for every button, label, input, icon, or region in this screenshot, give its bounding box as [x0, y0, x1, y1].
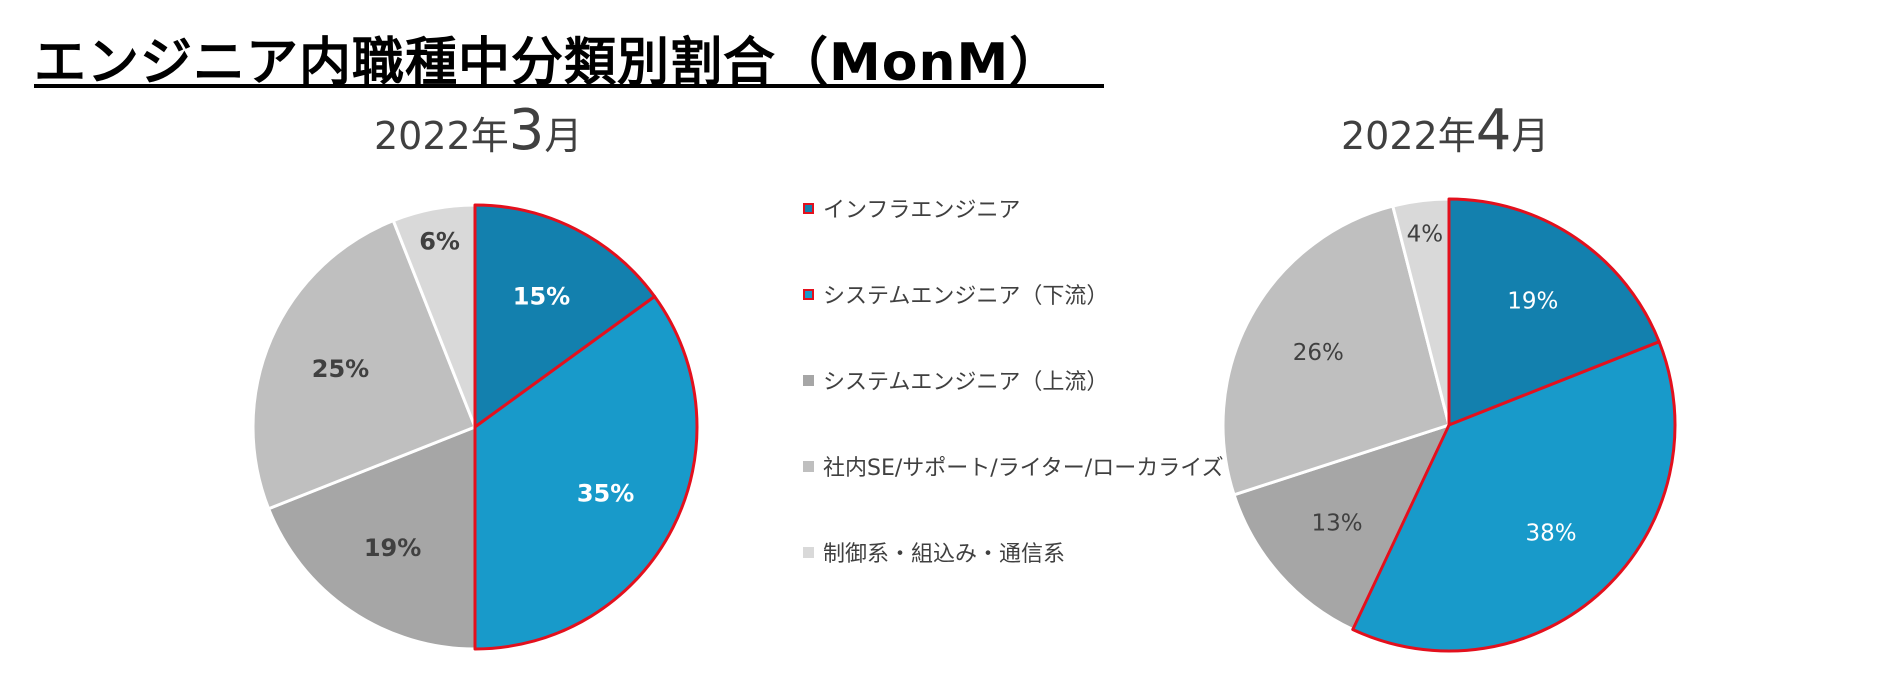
- pie-value-label: 25%: [312, 355, 369, 383]
- legend-item: システムエンジニア（下流）: [803, 251, 1224, 337]
- legend-label: 社内SE/サポート/ライター/ローカライズ: [823, 456, 1224, 481]
- legend-item: システムエンジニア（上流）: [803, 337, 1224, 423]
- legend-label: システムエンジニア（上流）: [823, 370, 1109, 395]
- pie-slice-0-3: [251, 219, 477, 511]
- legend: インフラエンジニア システムエンジニア（下流） システムエンジニア（上流） 社内…: [803, 165, 1224, 595]
- legend-item: 制御系・組込み・通信系: [803, 509, 1224, 595]
- chart-title-year: 2022年: [374, 114, 509, 158]
- legend-swatch: [803, 546, 814, 558]
- page-title: エンジニア内職種中分類別割合（MonM）: [34, 33, 1063, 93]
- pie-value-label: 6%: [419, 228, 460, 256]
- chart-title-april: 2022年4月: [1341, 98, 1549, 163]
- chart-title-suffix: 月: [1511, 114, 1550, 158]
- legend-item: インフラエンジニア: [803, 165, 1224, 251]
- title-underline: [34, 84, 1104, 88]
- legend-swatch: [803, 374, 814, 386]
- pie-slice-0-0: [473, 203, 657, 429]
- legend-label: 制御系・組込み・通信系: [823, 542, 1066, 567]
- legend-item: 社内SE/サポート/ライター/ローカライズ: [803, 423, 1224, 509]
- chart-title-month: 3: [508, 98, 545, 163]
- pie-value-label: 35%: [577, 480, 634, 508]
- chart-title-month: 4: [1475, 98, 1512, 163]
- legend-label: インフラエンジニア: [823, 198, 1021, 223]
- legend-swatch: [803, 460, 814, 472]
- pie-value-label: 19%: [364, 534, 421, 562]
- legend-swatch: [803, 288, 814, 300]
- legend-swatch: [803, 202, 814, 214]
- pie-value-label: 15%: [513, 282, 570, 310]
- chart-title-suffix: 月: [544, 114, 583, 158]
- chart-title-march: 2022年3月: [374, 98, 582, 163]
- pie-slice-0-1: [473, 295, 699, 651]
- chart-title-year: 2022年: [1341, 114, 1476, 158]
- pie-slice-0-2: [267, 425, 477, 651]
- legend-label: システムエンジニア（下流）: [823, 284, 1109, 309]
